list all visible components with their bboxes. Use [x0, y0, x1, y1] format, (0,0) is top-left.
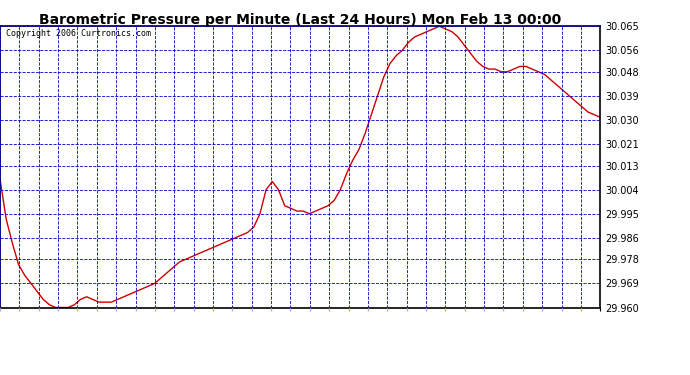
Text: 09:15: 09:15 — [228, 314, 237, 341]
Text: 16:00: 16:00 — [402, 314, 411, 341]
Text: 16:45: 16:45 — [422, 314, 431, 341]
Text: 10:45: 10:45 — [266, 314, 275, 341]
Text: 03:15: 03:15 — [73, 314, 82, 341]
Text: 19:45: 19:45 — [499, 314, 508, 341]
Text: 20:30: 20:30 — [518, 314, 527, 341]
Text: Copyright 2006 Curtronics.com: Copyright 2006 Curtronics.com — [6, 29, 151, 38]
Text: 01:00: 01:00 — [15, 314, 24, 341]
Text: 19:00: 19:00 — [480, 314, 489, 341]
Text: 12:15: 12:15 — [306, 314, 315, 341]
Text: 05:30: 05:30 — [131, 314, 140, 341]
Text: 13:00: 13:00 — [325, 314, 334, 341]
Text: 01:45: 01:45 — [34, 314, 43, 341]
Text: 23:30: 23:30 — [595, 314, 605, 341]
Text: 18:15: 18:15 — [460, 314, 469, 341]
Text: 11:30: 11:30 — [286, 314, 295, 341]
Text: 04:45: 04:45 — [112, 314, 121, 341]
Text: 10:00: 10:00 — [247, 314, 256, 341]
Text: 21:15: 21:15 — [538, 314, 546, 341]
Text: 07:45: 07:45 — [189, 314, 198, 341]
Text: 14:30: 14:30 — [364, 314, 373, 341]
Text: 22:00: 22:00 — [557, 314, 566, 341]
Text: 02:30: 02:30 — [54, 314, 63, 341]
Text: 06:15: 06:15 — [150, 314, 159, 341]
Text: 00:15: 00:15 — [0, 314, 5, 341]
Text: 22:45: 22:45 — [576, 314, 585, 341]
Text: 08:30: 08:30 — [208, 314, 217, 341]
Text: Barometric Pressure per Minute (Last 24 Hours) Mon Feb 13 00:00: Barometric Pressure per Minute (Last 24 … — [39, 13, 561, 27]
Text: 15:15: 15:15 — [383, 314, 392, 341]
Text: 13:45: 13:45 — [344, 314, 353, 341]
Text: 07:00: 07:00 — [170, 314, 179, 341]
Text: 17:30: 17:30 — [441, 314, 450, 341]
Text: 04:00: 04:00 — [92, 314, 101, 341]
